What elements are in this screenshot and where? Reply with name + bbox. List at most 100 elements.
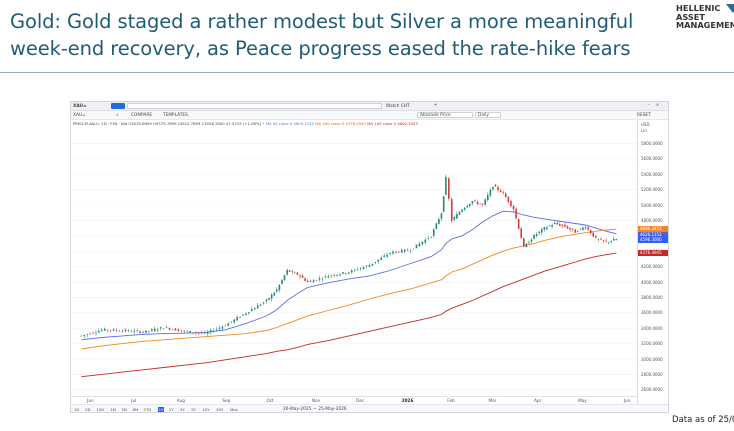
timeframe-button-3m[interactable]: 3M <box>121 407 128 412</box>
candle-body <box>315 279 318 281</box>
candle-body <box>118 331 121 332</box>
candle-body <box>409 250 412 252</box>
legend-ohlc: PRED.M.XAU= 1D · FX$ · Bid O4535.8990 H4… <box>73 121 262 126</box>
candle-body <box>512 205 515 210</box>
candle-body <box>403 249 406 252</box>
candle-body <box>448 178 450 199</box>
candle-body <box>389 252 391 254</box>
candle-body <box>218 327 221 329</box>
price-chart[interactable] <box>71 128 637 396</box>
y-tick-label: 2800.0000 <box>641 371 663 377</box>
candle-body <box>400 249 403 253</box>
candle-body <box>294 272 296 274</box>
candle-body <box>139 331 141 333</box>
candle-body <box>559 224 561 226</box>
candle-body <box>242 314 244 316</box>
candle-body <box>286 269 288 275</box>
candle-body <box>203 332 206 334</box>
timeframe-button-10y[interactable]: 10Y <box>202 407 210 412</box>
candle-body <box>327 276 330 278</box>
candle-body <box>171 329 174 331</box>
candle-body <box>574 229 577 233</box>
timeframe-button-6m[interactable]: 6M <box>132 407 139 412</box>
layout-tab[interactable]: Watch CHT <box>386 104 410 109</box>
price-axis[interactable]: USD Lin 2600.0000 2800.0000 3000.0000 3200.… <box>637 120 668 404</box>
price-mode-select[interactable] <box>417 112 473 118</box>
candle-body <box>463 207 466 210</box>
active-tab-marker[interactable] <box>111 103 125 109</box>
price-tag: 4626.1152 <box>638 231 668 238</box>
close-icon[interactable]: × <box>655 103 660 108</box>
timeframe-bar: 26-May-2025 — 25-May-2026 1D 5D 10D 1M 3M 6M Y… <box>71 404 668 412</box>
candle-body <box>156 329 159 331</box>
instrument-menu[interactable]: XAU= <box>73 113 86 118</box>
timeframe-button-5y[interactable]: 5Y <box>191 407 196 412</box>
minimize-icon[interactable]: – <box>647 103 650 108</box>
candle-body <box>492 186 494 190</box>
candle-body <box>406 250 409 251</box>
candle-body <box>371 263 374 266</box>
candle-body <box>224 325 227 327</box>
x-tick-label: Feb <box>447 398 455 403</box>
candle-body <box>489 189 492 196</box>
price-mode-label: Absolute Price <box>420 113 451 118</box>
ric-search-box[interactable] <box>127 103 382 109</box>
candle-body <box>212 330 215 332</box>
candle-body <box>543 227 546 230</box>
window-tab[interactable]: XAU= <box>73 104 87 109</box>
scale-button[interactable]: Lin <box>641 128 647 133</box>
x-tick-label: Sep <box>222 398 231 403</box>
y-tick-label: 3200.0000 <box>641 341 663 347</box>
timeframe-button-max[interactable]: Max <box>230 407 238 412</box>
candle-body <box>109 330 112 331</box>
candle-body <box>507 196 510 202</box>
candle-body <box>440 213 443 219</box>
candle-body <box>471 201 474 204</box>
search-icon[interactable]: ⌕ <box>116 113 119 118</box>
candle-body <box>192 332 194 334</box>
x-tick-label: Oct <box>266 398 274 403</box>
price-tag: 4596.3000 <box>638 237 668 244</box>
templates-button[interactable]: TEMPLATES <box>163 113 188 118</box>
candle-body <box>186 330 188 332</box>
timeframe-button-3y[interactable]: 3Y <box>180 407 185 412</box>
candle-body <box>504 193 507 198</box>
candle-body <box>278 284 281 291</box>
compare-button[interactable]: COMPARE <box>131 113 153 118</box>
candle-body <box>115 329 118 331</box>
legend-ma50: • MA 50 close 0 4605.1152 <box>262 121 315 126</box>
interval-select[interactable] <box>475 112 501 118</box>
candle-body <box>321 278 324 280</box>
candle-body <box>215 329 218 330</box>
timeframe-button-2y[interactable]: 2Y <box>168 407 174 412</box>
timeframe-button-1y[interactable]: 1Y <box>157 407 165 412</box>
candle-body <box>239 317 241 318</box>
timeframe-button-10d[interactable]: 10D <box>96 407 105 412</box>
candle-body <box>299 275 301 277</box>
candle-body <box>345 273 347 275</box>
x-tick-label: 2026 <box>401 398 414 403</box>
reset-button[interactable]: RESET <box>637 113 651 118</box>
candle-body <box>398 252 400 253</box>
date-range[interactable]: 26-May-2025 — 25-May-2026 <box>283 407 347 412</box>
company-logo: HELLENIC ASSET MANAGEMENT <box>676 4 734 38</box>
candle-body <box>92 332 94 334</box>
timeframe-button-ytd[interactable]: YTD <box>143 407 152 412</box>
candle-body <box>502 192 505 194</box>
time-axis[interactable]: Jun Jul Aug Sep Oct Nov Dec 2026 Feb Mar Apr May Jun <box>71 396 637 404</box>
candle-body <box>430 236 432 238</box>
y-tick-label: 5000.0000 <box>641 202 663 208</box>
y-tick-label: 5200.0000 <box>641 187 663 193</box>
candle-body <box>528 242 530 244</box>
add-tab-icon[interactable]: + <box>433 103 438 108</box>
timeframe-button-5d[interactable]: 5D <box>85 407 91 412</box>
timeframe-button-1d[interactable]: 1D <box>74 407 80 412</box>
candle-body <box>324 276 327 277</box>
timeframe-button-20y[interactable]: 20Y <box>216 407 224 412</box>
candle-body <box>474 200 476 202</box>
x-tick-label: Dec <box>356 398 365 403</box>
candle-body <box>421 241 424 245</box>
timeframe-button-1m[interactable]: 1M <box>110 407 116 412</box>
candle-body <box>453 216 456 220</box>
candle-body <box>98 330 100 333</box>
